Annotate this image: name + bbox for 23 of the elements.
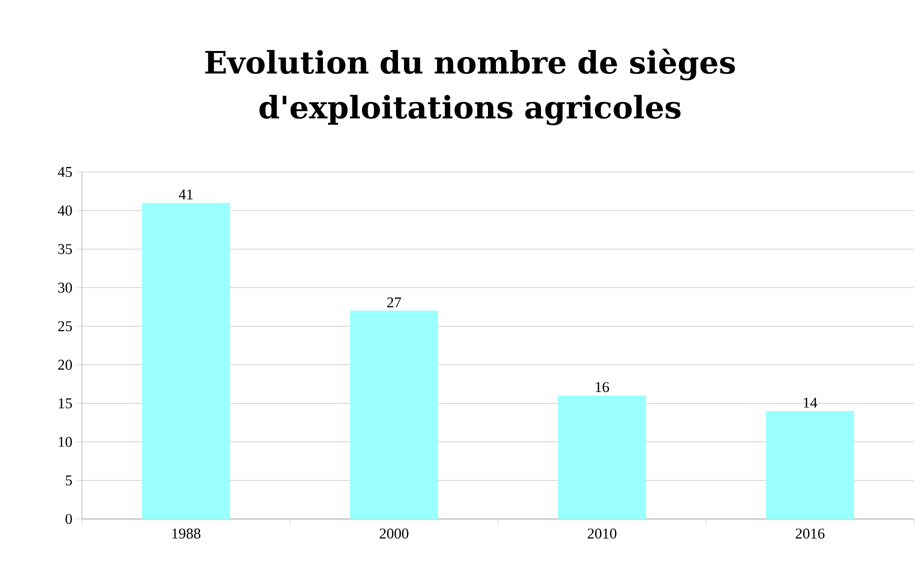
x-tick-label: 2010	[588, 528, 616, 539]
x-tick-label: 2000	[380, 528, 408, 539]
y-tick-label: 25	[58, 321, 72, 332]
y-tick-label: 5	[66, 475, 72, 486]
y-tick-label: 40	[58, 206, 72, 216]
y-tick-label: 15	[58, 398, 72, 408]
bar	[350, 310, 438, 519]
data-label: 41	[178, 189, 193, 200]
y-tick-label: 45	[58, 167, 72, 177]
data-label: 27	[387, 297, 402, 308]
data-label: 14	[804, 398, 818, 408]
y-tick-label: 10	[58, 436, 72, 447]
bar	[558, 396, 646, 519]
x-tick-label: 1988	[172, 528, 200, 539]
y-tick-label: 35	[58, 244, 72, 254]
bar	[142, 202, 230, 519]
bar	[766, 411, 854, 519]
y-tick-label: 0	[66, 514, 72, 524]
y-tick-label: 20	[58, 360, 72, 370]
chart-title: Evolution du nombre de sièges d'exploitations agricoles	[205, 48, 735, 126]
y-tick-label: 30	[58, 282, 72, 293]
data-label: 16	[596, 382, 610, 392]
x-tick-label: 2016	[796, 528, 825, 539]
